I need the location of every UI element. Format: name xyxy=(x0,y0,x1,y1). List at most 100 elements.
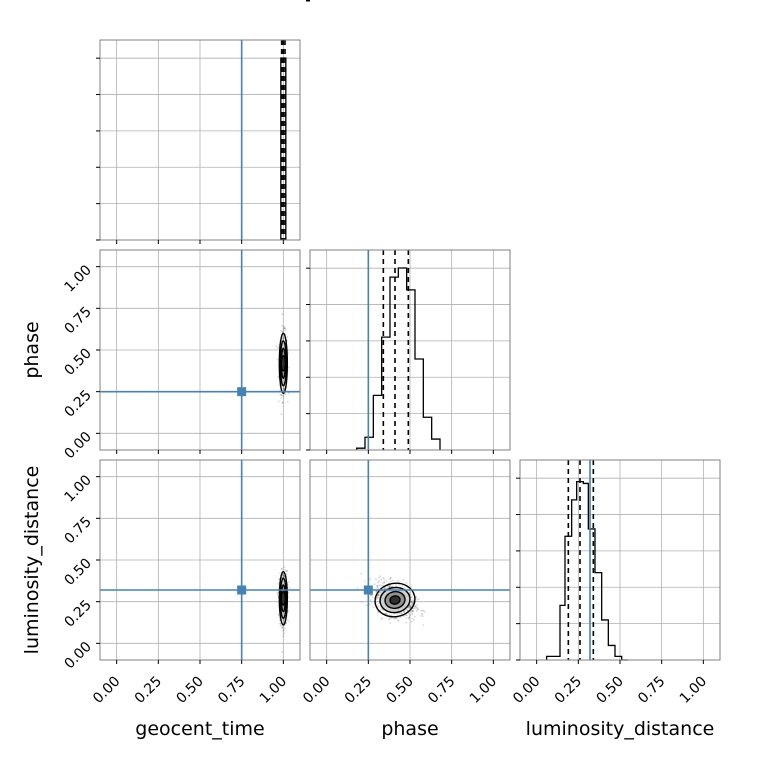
density-contour xyxy=(278,570,289,626)
sample-point xyxy=(279,393,281,396)
sample-point xyxy=(371,596,374,599)
sample-point xyxy=(281,324,283,327)
sample-point xyxy=(396,612,399,615)
sample-point xyxy=(360,572,363,575)
sample-point xyxy=(287,392,290,395)
sample-point xyxy=(282,620,284,622)
sample-point xyxy=(278,577,281,580)
sample-point xyxy=(384,586,387,589)
sample-point xyxy=(381,582,384,585)
y-tick-label: 0.75 xyxy=(61,304,94,337)
sample-point xyxy=(281,401,284,404)
x-tick-label: 0.50 xyxy=(593,674,626,707)
sample-point xyxy=(376,586,379,589)
sample-point xyxy=(282,395,285,398)
sample-point xyxy=(410,599,413,602)
sample-point xyxy=(287,581,290,584)
y-tick-label: 0.75 xyxy=(61,514,94,547)
sample-point xyxy=(412,610,414,613)
sample-point xyxy=(416,604,419,606)
sample-point xyxy=(281,330,284,333)
sample-point xyxy=(283,632,286,635)
sample-point xyxy=(411,610,414,613)
y-tick-label: 0.00 xyxy=(61,429,94,462)
density-contour xyxy=(280,355,287,372)
sample-point xyxy=(281,394,284,397)
sample-point xyxy=(411,602,413,604)
sample-point xyxy=(286,570,289,573)
sample-point xyxy=(282,387,285,390)
y-tick-label: 1.00 xyxy=(61,262,94,295)
sample-point xyxy=(378,580,380,583)
sample-point xyxy=(377,594,380,597)
sample-point xyxy=(405,614,408,617)
x-tick-label: 0.50 xyxy=(383,674,416,707)
sample-point xyxy=(414,604,417,607)
sample-point xyxy=(391,579,394,582)
sample-point xyxy=(376,594,379,597)
sample-point xyxy=(413,607,416,610)
sample-point xyxy=(378,576,380,579)
sample-point xyxy=(376,584,379,587)
sample-point xyxy=(412,618,415,621)
sample-point xyxy=(376,596,378,599)
sample-point xyxy=(376,595,379,598)
sample-point xyxy=(282,337,285,340)
sample-point xyxy=(383,581,386,584)
sample-point xyxy=(276,594,279,597)
sample-point xyxy=(377,592,380,595)
sample-point xyxy=(398,583,401,586)
sample-point xyxy=(403,611,406,614)
sample-point xyxy=(399,616,402,619)
sample-point xyxy=(409,606,412,608)
sample-point xyxy=(282,575,285,578)
sample-point xyxy=(386,613,389,615)
density-contour xyxy=(280,590,287,606)
sample-point xyxy=(405,582,408,584)
sample-point xyxy=(388,617,391,620)
x-axis-label-geocent_time: geocent_time xyxy=(135,718,264,740)
sample-point xyxy=(277,375,279,378)
sample-point xyxy=(410,612,413,615)
sample-point xyxy=(411,613,414,616)
sample-point xyxy=(276,347,279,350)
x-tick-label: 0.00 xyxy=(90,674,123,707)
x-tick-label: 1.00 xyxy=(467,674,500,707)
y-tick-label: 0.50 xyxy=(61,346,94,379)
sample-point xyxy=(411,601,413,604)
sample-point xyxy=(415,595,417,598)
sample-point xyxy=(395,617,398,620)
sample-point xyxy=(282,387,285,390)
sample-point xyxy=(284,568,286,571)
density-contour xyxy=(278,332,289,395)
sample-point xyxy=(276,592,279,594)
sample-point xyxy=(379,591,382,594)
sample-point xyxy=(285,622,288,624)
sample-point xyxy=(286,400,289,403)
sample-point xyxy=(422,624,425,627)
sample-point xyxy=(398,612,401,615)
sample-point xyxy=(282,629,285,632)
sample-point xyxy=(375,578,377,581)
sample-point xyxy=(403,611,405,614)
sample-point xyxy=(280,413,283,416)
sample-point xyxy=(360,601,363,603)
sample-point xyxy=(280,329,282,332)
sample-point xyxy=(417,598,420,600)
sample-point xyxy=(383,578,385,581)
sample-point xyxy=(408,605,411,608)
histogram-luminosity_distance xyxy=(546,480,629,661)
sample-point xyxy=(408,616,411,618)
y-axis-label-phase: phase xyxy=(21,321,43,378)
sample-point xyxy=(376,584,379,587)
sample-point xyxy=(279,622,282,625)
sample-point xyxy=(281,568,283,571)
sample-point xyxy=(389,577,392,580)
sample-point xyxy=(284,393,287,396)
sample-point xyxy=(403,610,405,613)
sample-point xyxy=(410,620,413,623)
sample-point xyxy=(416,608,419,611)
sample-point xyxy=(406,609,408,611)
sample-point xyxy=(396,617,398,619)
